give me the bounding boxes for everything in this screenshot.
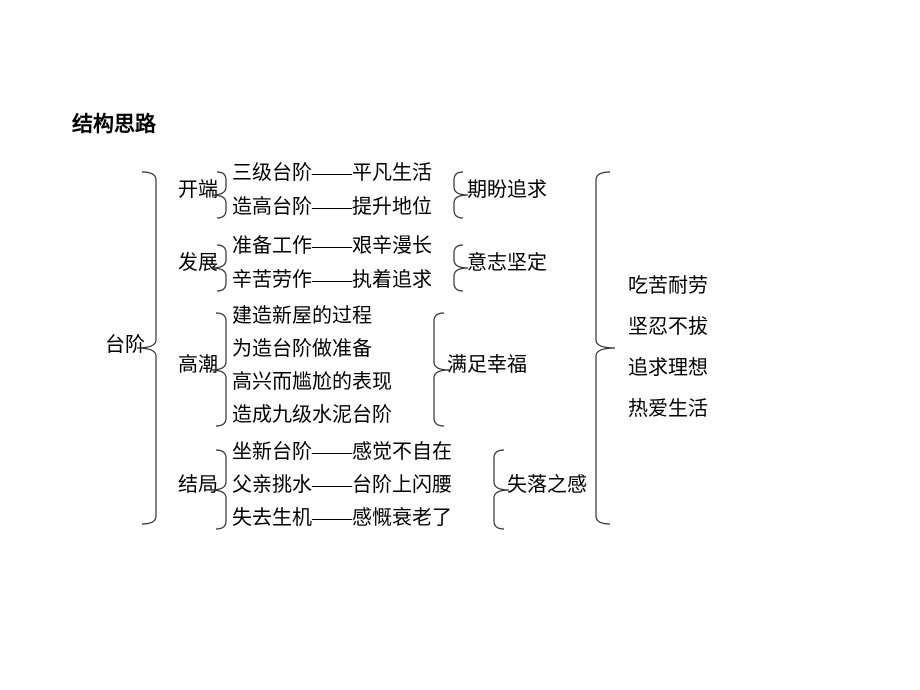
- brackets-svg: [0, 0, 920, 690]
